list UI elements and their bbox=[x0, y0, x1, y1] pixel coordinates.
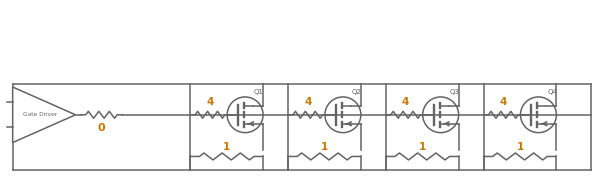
Text: Gate Driver: Gate Driver bbox=[23, 112, 58, 117]
Text: Q4: Q4 bbox=[547, 89, 557, 95]
Text: 1: 1 bbox=[419, 142, 426, 152]
Text: 4: 4 bbox=[500, 97, 507, 107]
Text: 4: 4 bbox=[304, 97, 311, 107]
Text: Q2: Q2 bbox=[352, 89, 362, 95]
Text: Q1: Q1 bbox=[254, 89, 264, 95]
Text: 4: 4 bbox=[207, 97, 214, 107]
Text: 1: 1 bbox=[516, 142, 524, 152]
Text: 1: 1 bbox=[223, 142, 230, 152]
Text: Q3: Q3 bbox=[450, 89, 459, 95]
Text: 0: 0 bbox=[98, 123, 105, 133]
Text: 4: 4 bbox=[402, 97, 409, 107]
Text: 1: 1 bbox=[321, 142, 328, 152]
